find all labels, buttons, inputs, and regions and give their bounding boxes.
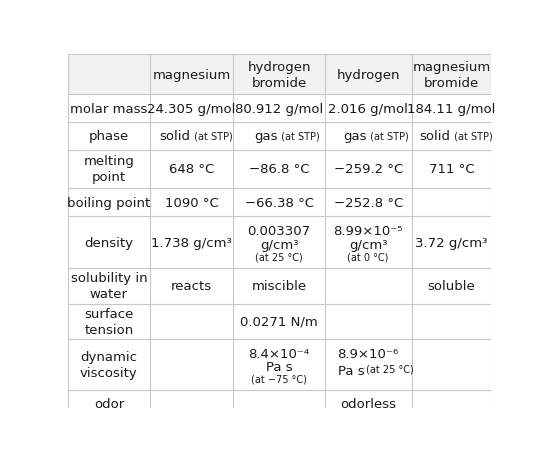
Text: (at 0 °C): (at 0 °C) <box>347 252 389 262</box>
Text: 8.9×10⁻⁶: 8.9×10⁻⁶ <box>337 347 399 360</box>
Text: (at 25 °C): (at 25 °C) <box>366 364 414 374</box>
Text: 24.305 g/mol: 24.305 g/mol <box>147 102 236 115</box>
Text: (at STP): (at STP) <box>367 132 409 141</box>
Text: 8.4×10⁻⁴: 8.4×10⁻⁴ <box>248 347 310 360</box>
Text: odorless: odorless <box>340 397 396 410</box>
Text: hydrogen: hydrogen <box>336 68 400 82</box>
Text: −252.8 °C: −252.8 °C <box>334 196 403 209</box>
Text: magnesium
bromide: magnesium bromide <box>412 61 491 90</box>
Text: −86.8 °C: −86.8 °C <box>249 163 309 176</box>
Text: (at −75 °C): (at −75 °C) <box>251 374 307 384</box>
Text: −66.38 °C: −66.38 °C <box>245 196 313 209</box>
Text: solid: solid <box>419 130 450 143</box>
Text: dynamic
viscosity: dynamic viscosity <box>80 350 138 379</box>
Text: 8.99×10⁻⁵: 8.99×10⁻⁵ <box>334 224 403 237</box>
Text: 2.016 g/mol: 2.016 g/mol <box>328 102 408 115</box>
Text: 80.912 g/mol: 80.912 g/mol <box>235 102 323 115</box>
Text: solubility in
water: solubility in water <box>70 272 147 301</box>
Text: g/cm³: g/cm³ <box>260 238 298 251</box>
Text: soluble: soluble <box>428 280 476 293</box>
Text: 184.11 g/mol: 184.11 g/mol <box>407 102 496 115</box>
Text: −259.2 °C: −259.2 °C <box>334 163 403 176</box>
Text: 3.72 g/cm³: 3.72 g/cm³ <box>416 236 488 249</box>
Text: melting
point: melting point <box>84 155 134 184</box>
Text: 648 °C: 648 °C <box>169 163 214 176</box>
Text: surface
tension: surface tension <box>84 307 134 336</box>
Text: solid: solid <box>159 130 190 143</box>
Text: (at STP): (at STP) <box>191 132 233 141</box>
Text: gas: gas <box>254 130 277 143</box>
Text: Pa s: Pa s <box>339 364 365 377</box>
Text: 1.738 g/cm³: 1.738 g/cm³ <box>151 236 232 249</box>
Text: (at STP): (at STP) <box>278 132 320 141</box>
Text: molar mass: molar mass <box>70 102 147 115</box>
Text: hydrogen
bromide: hydrogen bromide <box>247 61 311 90</box>
Text: odor: odor <box>94 397 124 410</box>
Text: gas: gas <box>343 130 366 143</box>
Text: magnesium: magnesium <box>152 68 230 82</box>
Text: miscible: miscible <box>252 280 307 293</box>
Text: 0.0271 N/m: 0.0271 N/m <box>240 315 318 328</box>
Bar <box>68 55 491 95</box>
Text: Pa s: Pa s <box>266 360 292 373</box>
Text: boiling point: boiling point <box>67 196 151 209</box>
Text: 711 °C: 711 °C <box>429 163 474 176</box>
Text: (at STP): (at STP) <box>450 132 492 141</box>
Text: 1090 °C: 1090 °C <box>164 196 218 209</box>
Text: (at 25 °C): (at 25 °C) <box>255 252 303 262</box>
Text: density: density <box>85 236 133 249</box>
Text: phase: phase <box>89 130 129 143</box>
Text: g/cm³: g/cm³ <box>349 238 388 251</box>
Text: 0.003307: 0.003307 <box>247 224 311 237</box>
Text: reacts: reacts <box>171 280 212 293</box>
